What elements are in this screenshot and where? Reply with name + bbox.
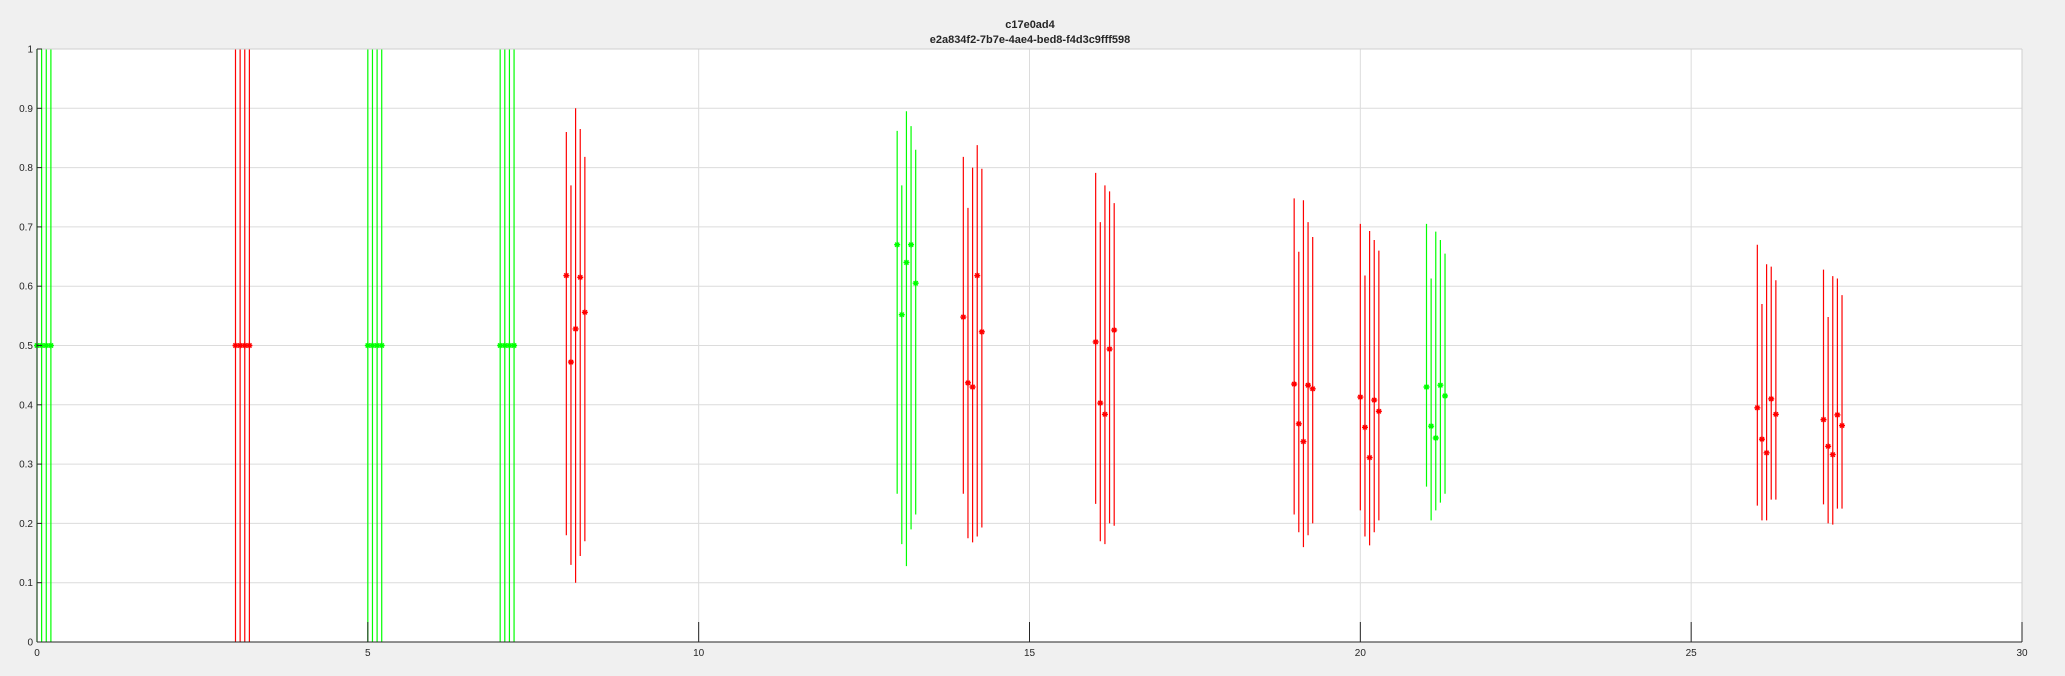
- data-point-marker: [1092, 338, 1099, 345]
- y-tick-label: 0.6: [19, 282, 33, 293]
- data-point-marker: [894, 241, 901, 248]
- y-tick-label: 0.4: [19, 400, 33, 411]
- data-point-marker: [43, 342, 50, 349]
- data-point-marker: [1305, 382, 1312, 389]
- y-tick-label: 0.3: [19, 460, 33, 471]
- data-point-marker: [1839, 422, 1846, 429]
- data-point-marker: [1295, 420, 1302, 427]
- data-point-marker: [1428, 423, 1435, 430]
- data-point-marker: [501, 342, 508, 349]
- data-point-marker: [1442, 392, 1449, 399]
- y-tick-label: 0.8: [19, 163, 33, 174]
- data-point-marker: [378, 342, 385, 349]
- data-point-marker: [1829, 451, 1836, 458]
- data-point-marker: [1834, 411, 1841, 418]
- data-point-marker: [1357, 394, 1364, 401]
- data-point-marker: [960, 314, 967, 321]
- chart-title: c17e0ad4: [1005, 19, 1055, 31]
- data-point-marker: [1309, 385, 1316, 392]
- data-point-marker: [369, 342, 376, 349]
- y-tick-label: 1: [27, 45, 33, 56]
- data-point-marker: [567, 359, 574, 366]
- data-point-marker: [1763, 449, 1770, 456]
- data-point-marker: [1300, 438, 1307, 445]
- data-point-marker: [237, 342, 244, 349]
- data-point-marker: [1106, 346, 1113, 353]
- data-point-marker: [1768, 395, 1775, 402]
- x-tick-label: 0: [34, 648, 40, 659]
- data-point-marker: [1097, 400, 1104, 407]
- data-point-marker: [572, 325, 579, 332]
- x-tick-label: 5: [365, 648, 371, 659]
- data-point-marker: [511, 342, 518, 349]
- data-point-marker: [1371, 397, 1378, 404]
- y-tick-label: 0: [27, 638, 33, 649]
- data-point-marker: [246, 342, 253, 349]
- axes-layer: 0 5 10 15 20 25 30 0 0.1 0.2 0.3 0.4 0.5 0.6 0.7 0.8 0.9…: [19, 45, 2028, 660]
- data-point-marker: [1291, 381, 1298, 388]
- data-point-marker: [898, 311, 905, 318]
- data-point-marker: [577, 274, 584, 281]
- data-point-marker: [47, 342, 54, 349]
- chart-subtitle: e2a834f2-7b7e-4ae4-bed8-f4d3c9fff598: [930, 34, 1131, 46]
- data-point-marker: [1825, 443, 1832, 450]
- data-point-marker: [912, 280, 919, 287]
- data-point-marker: [374, 342, 381, 349]
- y-tick-label: 0.9: [19, 104, 33, 115]
- data-point-marker: [1423, 384, 1430, 391]
- y-tick-label: 0.5: [19, 341, 33, 352]
- x-tick-label: 15: [1024, 648, 1036, 659]
- data-point-marker: [1437, 382, 1444, 389]
- data-point-marker: [1101, 411, 1108, 418]
- data-point-marker: [964, 379, 971, 386]
- data-point-marker: [969, 384, 976, 391]
- x-tick-label: 20: [1355, 648, 1367, 659]
- data-point-marker: [903, 259, 910, 266]
- data-point-marker: [978, 328, 985, 335]
- y-tick-label: 0.1: [19, 578, 33, 589]
- data-point-marker: [908, 241, 915, 248]
- data-point-marker: [1361, 424, 1368, 431]
- data-point-marker: [974, 272, 981, 279]
- data-point-marker: [232, 342, 239, 349]
- data-point-marker: [581, 309, 588, 316]
- data-point-marker: [1111, 327, 1118, 334]
- y-tick-label: 0.7: [19, 222, 33, 233]
- data-point-marker: [1375, 408, 1382, 415]
- data-point-marker: [241, 342, 248, 349]
- data-point-marker: [1366, 454, 1373, 461]
- data-point-marker: [1820, 416, 1827, 423]
- data-point-marker: [1758, 436, 1765, 443]
- x-tick-label: 10: [693, 648, 705, 659]
- y-tick-label: 0.2: [19, 519, 33, 530]
- data-point-marker: [497, 342, 504, 349]
- data-point-marker: [506, 342, 513, 349]
- x-tick-label: 30: [2016, 648, 2028, 659]
- data-point-marker: [1772, 411, 1779, 418]
- data-point-marker: [563, 272, 570, 279]
- data-point-marker: [364, 342, 371, 349]
- data-point-marker: [1432, 435, 1439, 442]
- data-point-marker: [1754, 404, 1761, 411]
- x-tick-label: 25: [1686, 648, 1698, 659]
